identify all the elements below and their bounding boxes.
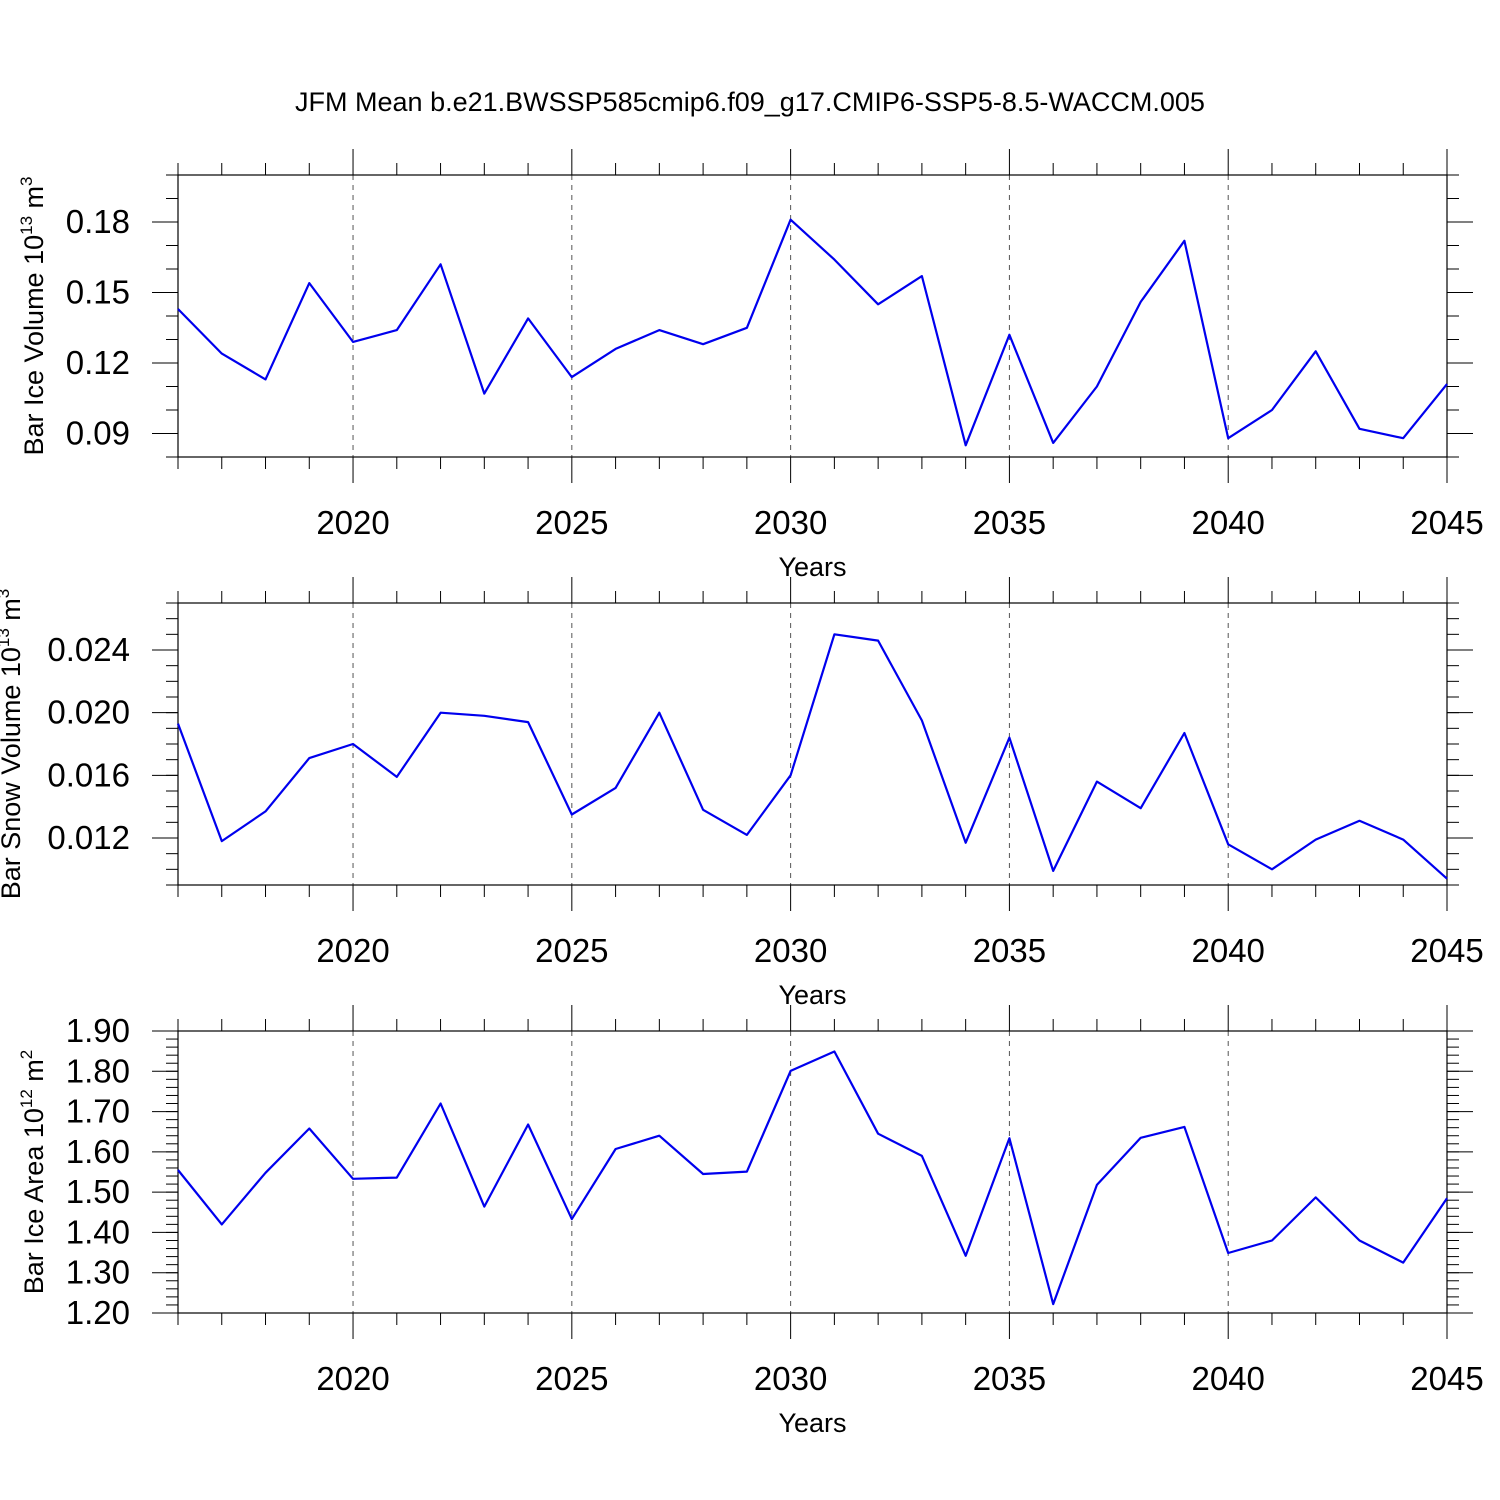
x-tick-label: 2030 xyxy=(754,932,827,969)
y-axis-title-text: Bar Snow Volume 10 xyxy=(0,647,26,899)
x-tick-label: 2040 xyxy=(1191,1360,1264,1397)
y-axis-title: Bar Snow Volume 1013 m3 xyxy=(0,589,26,900)
x-tick-label: 2045 xyxy=(1410,1360,1483,1397)
series-line-bar-ice-area xyxy=(177,1050,1448,1306)
panel-bar-ice-volume: 0.09 0.12 0.15 0.18 2020 2025 2030 2035 2040 2045… xyxy=(17,149,1484,582)
panel-bar-snow-volume: 0.012 0.016 0.020 0.024 2020 2025 2030 2035 2040… xyxy=(0,577,1484,1010)
y-tick-label: 1.40 xyxy=(66,1213,130,1250)
y-tick-label: 0.15 xyxy=(66,274,130,311)
x-axis-title: Years xyxy=(778,552,846,582)
y-tick-label: 1.50 xyxy=(66,1173,130,1210)
x-axis-title: Years xyxy=(778,1408,846,1438)
y-axis-exponent: 13 xyxy=(17,216,36,235)
y-axis-exponent: 12 xyxy=(17,1089,36,1108)
y-tick-label: 0.020 xyxy=(47,694,130,731)
x-tick-label: 2045 xyxy=(1410,504,1483,541)
series-line-bar-ice-volume xyxy=(177,218,1448,447)
y-tick-label: 0.016 xyxy=(47,756,130,793)
plot-frame xyxy=(177,174,1448,458)
x-tick-label: 2035 xyxy=(973,1360,1046,1397)
y-tick-label: 0.024 xyxy=(47,631,130,668)
series-line-bar-snow-volume xyxy=(176,633,1448,880)
y-tick-label: 1.20 xyxy=(66,1294,130,1331)
y-tick-label: 1.70 xyxy=(66,1093,130,1130)
y-axis-unit-exponent: 3 xyxy=(17,176,36,185)
chart-title: JFM Mean b.e21.BWSSP585cmip6.f09_g17.CMI… xyxy=(295,87,1205,117)
y-tick-label: 0.18 xyxy=(66,203,130,240)
y-axis-unit: m xyxy=(19,186,49,216)
x-tick-label: 2020 xyxy=(316,504,389,541)
y-axis-title-text: Bar Ice Area 10 xyxy=(19,1108,49,1294)
x-tick-label: 2020 xyxy=(316,932,389,969)
panels: 0.09 0.12 0.15 0.18 2020 2025 2030 2035 2040 2045… xyxy=(0,149,1484,1438)
y-axis-unit-exponent: 3 xyxy=(0,589,13,598)
y-axis-title: Bar Ice Area 1012 m2 xyxy=(17,1050,49,1295)
y-tick-label: 1.30 xyxy=(66,1254,130,1291)
x-axis-title: Years xyxy=(778,980,846,1010)
x-tick-label: 2025 xyxy=(535,504,608,541)
x-tick-label: 2035 xyxy=(973,932,1046,969)
x-tick-label: 2030 xyxy=(754,1360,827,1397)
plot-frame xyxy=(177,602,1448,886)
y-axis-unit: m xyxy=(0,598,26,628)
x-tick-label: 2040 xyxy=(1191,932,1264,969)
x-tick-label: 2025 xyxy=(535,932,608,969)
y-axis-unit-exponent: 2 xyxy=(17,1050,36,1059)
y-tick-label: 0.09 xyxy=(66,415,130,452)
y-tick-label: 1.80 xyxy=(66,1052,130,1089)
y-tick-label: 1.90 xyxy=(66,1012,130,1049)
y-tick-label: 1.60 xyxy=(66,1133,130,1170)
x-tick-label: 2030 xyxy=(754,504,827,541)
y-tick-label: 0.12 xyxy=(66,344,130,381)
x-tick-label: 2025 xyxy=(535,1360,608,1397)
x-tick-label: 2035 xyxy=(973,504,1046,541)
x-tick-label: 2045 xyxy=(1410,932,1483,969)
x-tick-label: 2020 xyxy=(316,1360,389,1397)
y-axis-unit: m xyxy=(19,1059,49,1089)
x-tick-label: 2040 xyxy=(1191,504,1264,541)
panel-bar-ice-area: 1.201.30 1.401.501.601.70 1.801.90 2020 2025… xyxy=(17,1005,1484,1438)
y-axis-exponent: 13 xyxy=(0,628,13,647)
y-axis-title-text: Bar Ice Volume 10 xyxy=(19,235,49,456)
y-axis-title: Bar Ice Volume 1013 m3 xyxy=(17,176,49,455)
plot-frame xyxy=(177,1030,1448,1314)
y-tick-label: 0.012 xyxy=(47,819,130,856)
